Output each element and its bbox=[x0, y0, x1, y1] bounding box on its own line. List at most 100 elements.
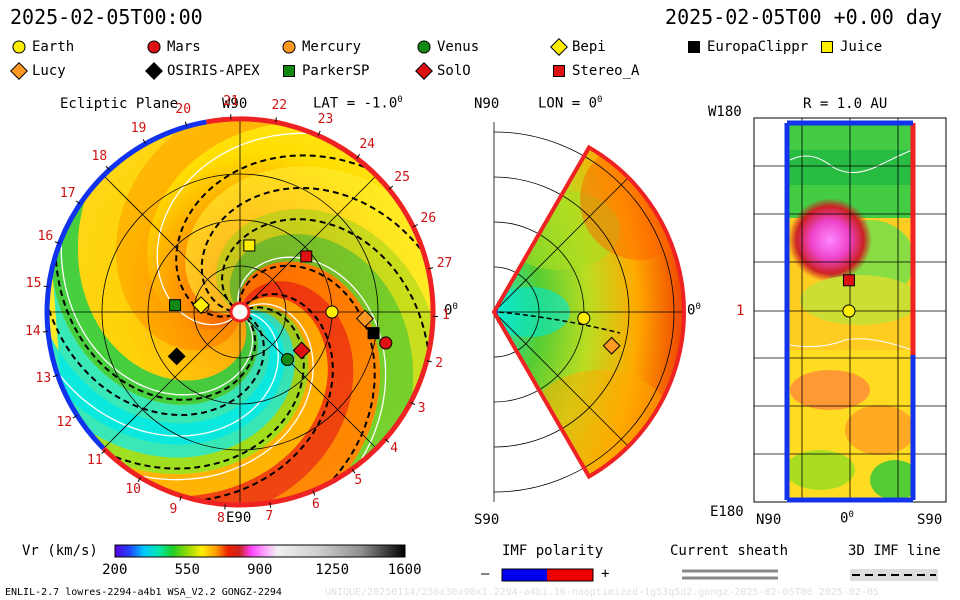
lucy-meridional-marker bbox=[602, 336, 621, 355]
earth-legend-icon bbox=[12, 40, 26, 54]
map-x-mid-label: 00 bbox=[840, 510, 854, 527]
legend-item-venus: Venus bbox=[415, 38, 479, 56]
sector-boundary-line bbox=[237, 256, 387, 490]
legend-item-juice: Juice bbox=[818, 38, 882, 56]
colorbar-tick-label: 200 bbox=[102, 562, 128, 578]
carrington-tick bbox=[142, 139, 146, 144]
imf-field-line bbox=[200, 186, 433, 313]
stereo-a-ecliptic-marker bbox=[300, 250, 313, 263]
map-mid-left-label: 1 bbox=[736, 303, 745, 319]
imf-field-line bbox=[238, 264, 376, 505]
carrington-tick-label: 9 bbox=[169, 502, 178, 518]
speed-stream-band bbox=[152, 281, 354, 505]
carrington-tick-label: 2 bbox=[435, 355, 444, 371]
legend-item-mercury: Mercury bbox=[280, 38, 361, 56]
angular-grid-line bbox=[239, 175, 377, 313]
angular-grid-line bbox=[239, 311, 377, 449]
meridional-plot bbox=[491, 122, 686, 502]
legend-label: Lucy bbox=[32, 63, 66, 79]
lucy-ecliptic-marker bbox=[355, 309, 374, 328]
juice-ecliptic-marker bbox=[243, 239, 256, 252]
colorbar-tick-label: 1250 bbox=[315, 562, 350, 578]
carrington-tick-label: 21 bbox=[223, 94, 239, 110]
carrington-tick-label: 13 bbox=[35, 371, 52, 387]
speed-stream-band bbox=[185, 166, 433, 350]
carrington-tick-label: 10 bbox=[125, 482, 141, 498]
ecliptic-rim-positive bbox=[101, 116, 436, 508]
colorbar-tick-label: 550 bbox=[174, 562, 200, 578]
europaclippr-ecliptic-marker bbox=[367, 327, 380, 340]
colorbar-tick-label: 1600 bbox=[387, 562, 422, 578]
footer-right: UNIQUE/20250114/256x30x90x1.2294-a4b1.16… bbox=[325, 587, 879, 598]
carrington-tick bbox=[412, 224, 418, 228]
solo-ecliptic-marker bbox=[292, 341, 311, 360]
sun-marker bbox=[229, 301, 251, 323]
osiris-apex-legend-icon bbox=[145, 62, 163, 80]
carrington-tick bbox=[75, 200, 81, 205]
carrington-tick-label: 14 bbox=[25, 324, 41, 340]
lucy-legend-icon bbox=[10, 62, 28, 80]
speed-stream-band bbox=[237, 261, 381, 505]
carrington-tick bbox=[105, 165, 110, 171]
imf-field-line bbox=[54, 224, 257, 401]
datetime-left: 2025-02-05T00:00 bbox=[10, 5, 203, 29]
carrington-tick bbox=[388, 185, 394, 190]
europaclippr-legend-icon bbox=[688, 41, 700, 53]
datetime-right: 2025-02-05T00 +0.00 day bbox=[665, 5, 942, 29]
parkersp-ecliptic-marker bbox=[169, 299, 182, 312]
speed-stream-band bbox=[116, 119, 312, 351]
imf-negative-swatch bbox=[502, 569, 547, 581]
carrington-tick-label: 1 bbox=[441, 307, 450, 323]
carrington-tick-label: 12 bbox=[56, 414, 73, 430]
carrington-tick bbox=[275, 117, 277, 123]
carrington-tick bbox=[179, 495, 182, 501]
angular-grid-line bbox=[493, 311, 629, 447]
carrington-tick bbox=[312, 490, 316, 496]
meridional-top-label: N90 bbox=[474, 96, 500, 112]
ecliptic-top-label: W90 bbox=[222, 96, 248, 112]
meridional-rim bbox=[491, 144, 686, 480]
carrington-tick bbox=[184, 121, 188, 127]
legend-label: Stereo_A bbox=[572, 63, 640, 79]
carrington-tick-label: 18 bbox=[91, 149, 108, 165]
legend-item-earth: Earth bbox=[10, 38, 74, 56]
speed-stream-band bbox=[77, 119, 247, 381]
carrington-tick-label: 26 bbox=[420, 210, 437, 226]
legend-item-bepi: Bepi bbox=[550, 38, 606, 56]
current-sheath-title: Current sheath bbox=[670, 543, 789, 559]
carrington-tick-label: 15 bbox=[25, 275, 42, 291]
carrington-tick-label: 7 bbox=[265, 509, 274, 525]
colorbar-label: Vr (km/s) bbox=[22, 543, 98, 559]
angular-grid-line bbox=[103, 175, 241, 313]
mars-legend-icon bbox=[147, 40, 161, 54]
carrington-tick-label: 17 bbox=[59, 185, 76, 201]
imf-field-line bbox=[82, 306, 305, 470]
legend-item-osiris-apex: OSIRIS-APEX bbox=[145, 62, 260, 80]
colorbar bbox=[114, 544, 406, 558]
legend-label: Juice bbox=[840, 39, 883, 55]
legend-item-mars: Mars bbox=[145, 38, 201, 56]
venus-ecliptic-marker bbox=[280, 352, 295, 367]
speed-stream-band bbox=[216, 209, 433, 431]
ecliptic-right-label: 00 bbox=[444, 302, 458, 319]
legend-label: ParkerSP bbox=[302, 63, 370, 79]
angular-grid-line bbox=[493, 177, 629, 313]
carrington-tick-label: 25 bbox=[394, 170, 410, 186]
meridional-bottom-label: S90 bbox=[474, 512, 500, 528]
solo-legend-icon bbox=[415, 62, 433, 80]
earth-ecliptic-marker bbox=[325, 305, 339, 319]
angular-grid-line bbox=[103, 311, 241, 449]
carrington-tick-label: 22 bbox=[271, 97, 288, 113]
carrington-tick bbox=[351, 468, 356, 474]
carrington-tick bbox=[43, 285, 49, 288]
carrington-tick bbox=[54, 241, 60, 244]
imf-plus-label: + bbox=[601, 566, 610, 582]
legend-item-parkersp: ParkerSP bbox=[280, 62, 369, 80]
bepi-legend-icon bbox=[550, 38, 568, 56]
ecliptic-plot bbox=[42, 114, 438, 510]
legend-label: SolO bbox=[437, 63, 471, 79]
legend-item-stereo-a: Stereo_A bbox=[550, 62, 639, 80]
bepi-ecliptic-marker bbox=[192, 296, 210, 315]
footer-left: ENLIL-2.7 lowres-2294-a4b1 WSA_V2.2 GONG… bbox=[5, 587, 282, 598]
